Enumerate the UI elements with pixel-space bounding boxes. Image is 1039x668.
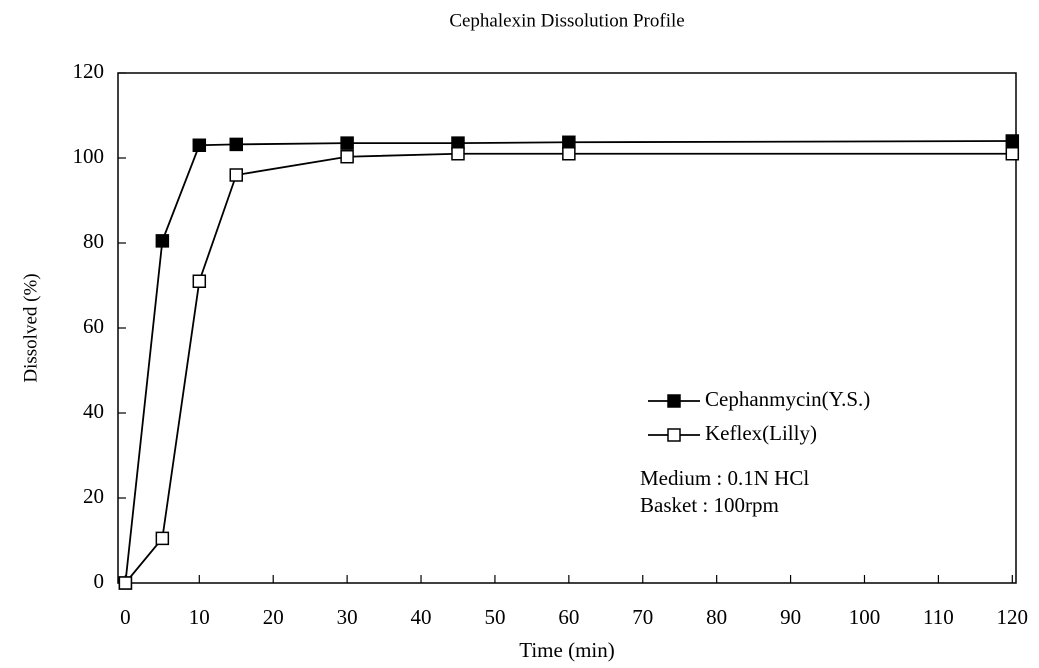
- series-line: [124, 152, 1013, 584]
- marker: [340, 149, 354, 164]
- x-tick-label: 30: [337, 605, 358, 629]
- y-tick-label: 100: [73, 144, 105, 168]
- chart-title: Cephalexin Dissolution Profile: [449, 10, 684, 31]
- y-tick-label: 0: [94, 569, 105, 593]
- series-line: [124, 140, 1013, 584]
- x-tick-label: 40: [411, 605, 432, 629]
- y-tick-label: 40: [83, 399, 104, 423]
- legend-marker: [667, 394, 681, 408]
- y-tick-label: 20: [83, 484, 104, 508]
- x-tick-label: 60: [558, 605, 579, 629]
- marker: [562, 147, 576, 161]
- marker: [155, 234, 170, 248]
- x-tick-label: 80: [706, 605, 727, 629]
- y-axis-label: Dissolved (%): [20, 273, 41, 382]
- marker: [1005, 134, 1020, 148]
- x-tick-label: 110: [923, 605, 954, 629]
- y-tick-label: 80: [83, 229, 104, 253]
- marker: [229, 137, 244, 152]
- legend-label: Keflex(Lilly): [705, 421, 817, 445]
- x-tick-label: 10: [189, 605, 210, 629]
- marker: [451, 147, 465, 161]
- y-tick-label: 60: [83, 314, 104, 338]
- x-tick-label: 120: [997, 605, 1029, 629]
- marker: [118, 576, 133, 590]
- marker: [229, 168, 244, 182]
- marker: [562, 135, 576, 150]
- x-tick-label: 100: [849, 605, 881, 629]
- x-tick-label: 0: [120, 605, 131, 629]
- annotation: Basket : 100rpm: [640, 493, 779, 517]
- x-tick-label: 20: [263, 605, 284, 629]
- x-tick-label: 50: [484, 605, 505, 629]
- marker: [340, 136, 354, 150]
- x-tick-label: 70: [632, 605, 653, 629]
- marker: [192, 274, 207, 288]
- x-axis-label: Time (min): [519, 638, 614, 662]
- marker: [192, 138, 207, 152]
- marker: [1005, 147, 1020, 161]
- x-tick-label: 90: [780, 605, 801, 629]
- legend-label: Cephanmycin(Y.S.): [705, 387, 870, 411]
- marker: [155, 531, 170, 546]
- legend-marker: [667, 428, 681, 442]
- y-tick-label: 120: [73, 59, 105, 83]
- annotation: Medium : 0.1N HCl: [640, 466, 809, 490]
